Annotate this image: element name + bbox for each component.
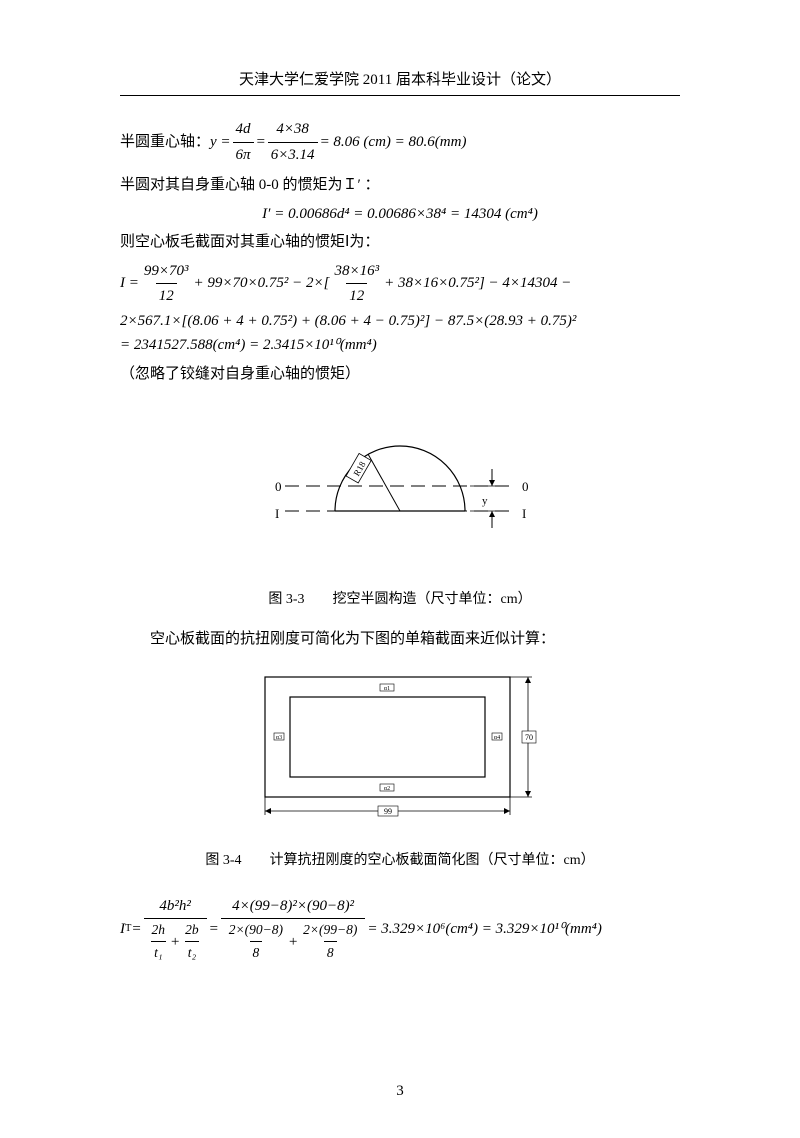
svg-text:α2: α2 — [384, 786, 390, 792]
page-number: 3 — [0, 1083, 800, 1100]
eq1-result: = 8.06 (cm) = 80.6(mm) — [320, 131, 467, 154]
svg-text:α4: α4 — [494, 735, 500, 741]
eq1-eq1: = — [256, 131, 266, 154]
eq3-row2: 2×567.1×[(8.06 + 4 + 0.75²) + (8.06 + 4 … — [120, 310, 680, 333]
label-0-left: 0 — [275, 479, 282, 494]
dim-99: 99 — [384, 807, 392, 816]
header-text: 天津大学仁爱学院 2011 届本科毕业设计（论文） — [239, 72, 561, 88]
section2-line1: 空心板截面的抗扭刚度可简化为下图的单箱截面来近似计算： — [120, 628, 680, 651]
centroid-prefix: 半圆重心轴： — [120, 131, 210, 154]
label-y: y — [482, 495, 488, 507]
figure-3-4-svg: α1 α2 α3 α4 99 70 — [220, 657, 580, 832]
label-0-right: 0 — [522, 479, 529, 494]
eq-centroid-line: 半圆重心轴： y = 4d 6π = 4×38 6×3.14 = 8.06 (c… — [120, 118, 680, 166]
page-content: 半圆重心轴： y = 4d 6π = 4×38 6×3.14 = 8.06 (c… — [120, 118, 680, 964]
figure-3-3-svg: R18 0 0 I I y — [250, 391, 550, 571]
eq1-lhs: y = — [210, 131, 231, 154]
svg-text:α1: α1 — [384, 686, 390, 692]
figure-3-3-caption: 图 3-3 挖空半圆构造（尺寸单位：cm） — [120, 589, 680, 610]
eq3-row1: I = 99×70³ 12 + 99×70×0.75² − 2×[ 38×16³… — [120, 260, 680, 308]
eq-IT: IT = 4b²h² 2h t₁ + 2b t₂ = 4×(99−8)²×(90… — [120, 895, 680, 964]
page-header: 天津大学仁爱学院 2011 届本科毕业设计（论文） — [120, 0, 680, 96]
label-I-left: I — [275, 506, 279, 521]
eq1-frac1: 4d 6π — [233, 118, 254, 166]
svg-text:α3: α3 — [276, 735, 282, 741]
dim-70: 70 — [525, 733, 533, 742]
eq2: I′ = 0.00686d⁴ = 0.00686×38⁴ = 14304 (cm… — [120, 203, 680, 226]
label-I-right: I — [522, 506, 526, 521]
figure-3-4-caption: 图 3-4 计算抗扭刚度的空心板截面简化图（尺寸单位：cm） — [120, 850, 680, 871]
line-neglect: （忽略了铰缝对自身重心轴的惯矩） — [120, 363, 680, 386]
eq-IT-result: = 3.329×10⁶(cm⁴) = 3.329×10¹⁰(mm⁴) — [367, 918, 602, 941]
line-halfcircle-inertia: 半圆对其自身重心轴 0-0 的惯矩为Ｉ′ ： — [120, 174, 680, 197]
eq3: I = 99×70³ 12 + 99×70×0.75² − 2×[ 38×16³… — [120, 260, 680, 357]
line-hollow-slab-inertia: 则空心板毛截面对其重心轴的惯矩Ⅰ为： — [120, 231, 680, 254]
eq1-frac2: 4×38 6×3.14 — [268, 118, 318, 166]
eq3-row3: = 2341527.588(cm⁴) = 2.3415×10¹⁰(mm⁴) — [120, 334, 680, 357]
eq-IT-frac2: 4×(99−8)²×(90−8)² 2×(90−8) 8 + 2×(99−8) … — [221, 895, 366, 964]
eq-IT-frac1: 4b²h² 2h t₁ + 2b t₂ — [144, 895, 207, 964]
